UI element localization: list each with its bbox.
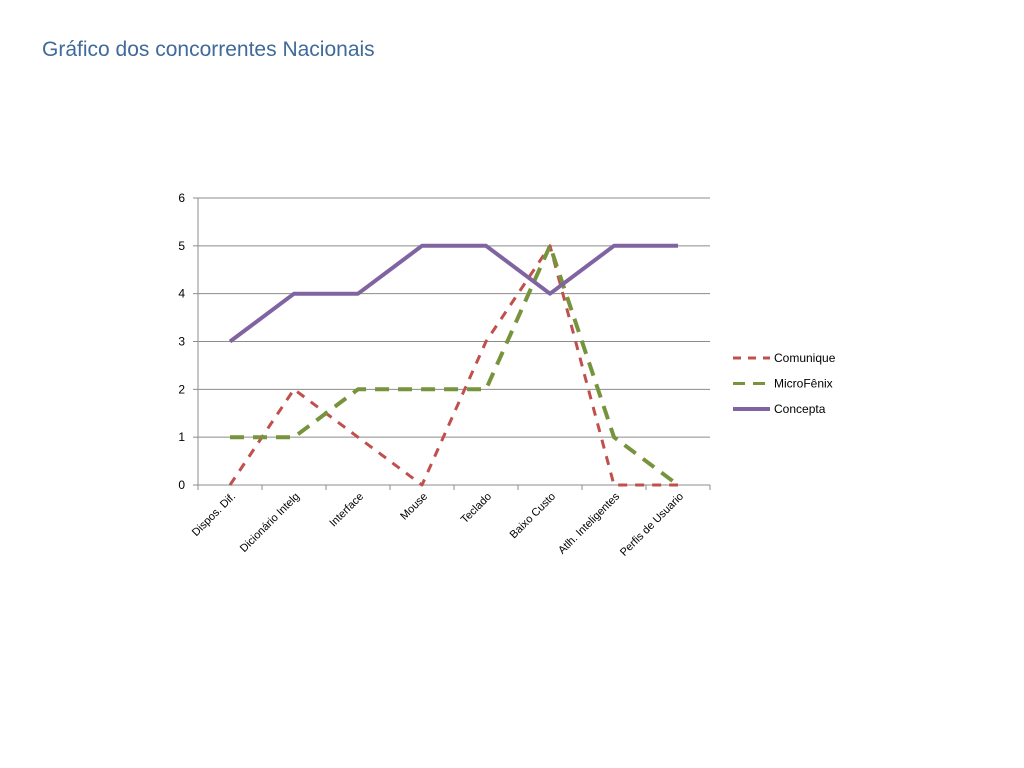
- series-line-1: [230, 243, 680, 487]
- y-tick-label: 6: [178, 191, 185, 205]
- y-tick-label: 3: [178, 335, 185, 349]
- y-tick-label: 1: [178, 430, 185, 444]
- x-tick-label: Perfis de Usuario: [618, 491, 686, 559]
- legend-label: MicroFênix: [774, 377, 833, 391]
- series-line-0: [228, 244, 678, 487]
- x-tick-labels: Dispos. Dif. Dicionário Intelg Interface Mo…: [190, 490, 686, 558]
- legend: Comunique MicroFênix Concepta: [733, 351, 836, 416]
- y-tick-label: 4: [178, 287, 185, 301]
- y-tick-label: 0: [178, 478, 185, 492]
- legend-label: Concepta: [774, 402, 826, 416]
- x-tick-label: Atlh. Inteligentes: [556, 490, 622, 556]
- x-tick-label: Mouse: [398, 491, 430, 523]
- axes: [193, 197, 711, 490]
- y-tick-label: 2: [178, 382, 185, 396]
- x-tick-label: Baixo Custo: [508, 491, 558, 541]
- x-tick-label: Dispos. Dif.: [190, 491, 238, 539]
- y-tick-labels: 0 1 2 3 4 5 6: [178, 191, 185, 492]
- legend-label: Comunique: [774, 351, 836, 365]
- series-lines: [228, 243, 680, 487]
- x-tick-label: Interface: [327, 491, 366, 530]
- y-tick-label: 5: [178, 239, 185, 253]
- page-title: Gráfico dos concorrentes Nacionais: [42, 38, 375, 61]
- x-tick-label: Teclado: [459, 491, 494, 526]
- x-tick-label: Dicionário Intelg: [238, 491, 302, 555]
- series-line-2: [228, 243, 678, 344]
- grid-lines: [198, 197, 710, 438]
